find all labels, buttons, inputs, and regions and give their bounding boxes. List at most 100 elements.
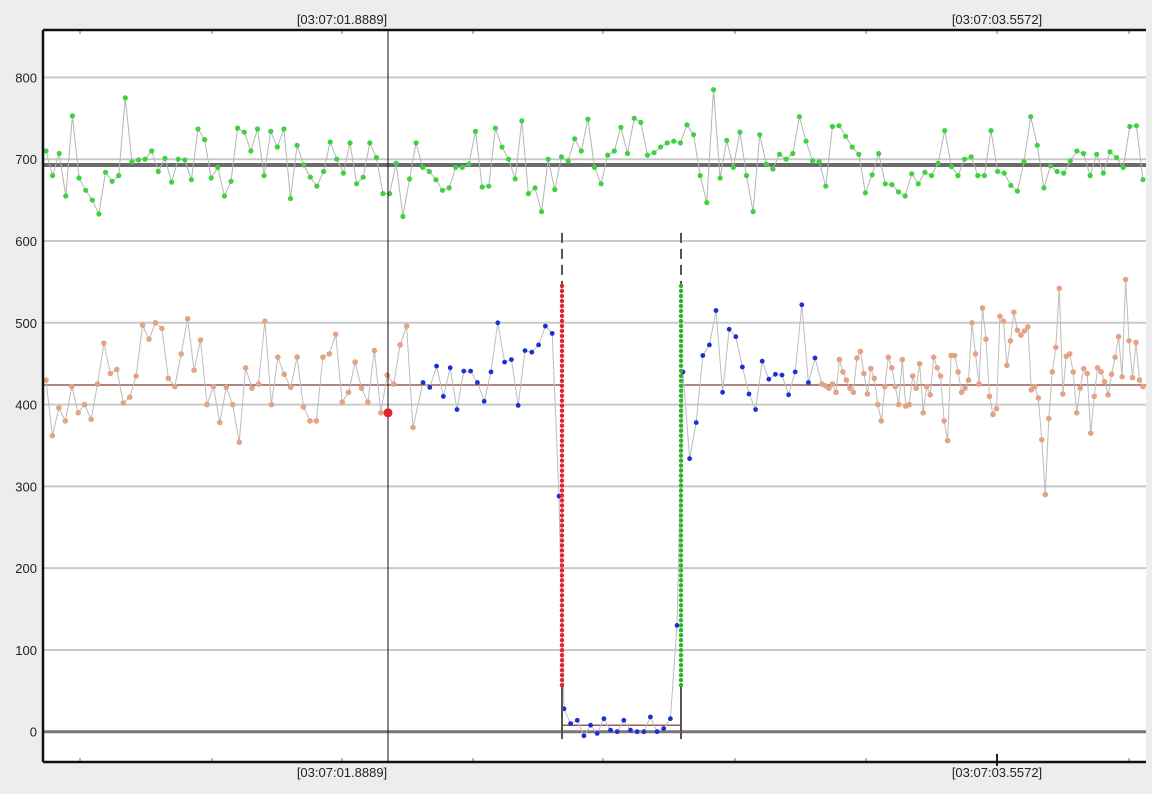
fall-edge-dot — [678, 428, 684, 433]
fall-edge-dot — [678, 288, 684, 294]
fall-edge-dot — [678, 543, 684, 548]
fall-edge-dot — [678, 513, 684, 518]
range-timestamp-top: [03:07:03.5572] — [952, 12, 1042, 27]
fall-edge-dot — [678, 438, 684, 443]
rise-edge-dot — [559, 438, 565, 443]
lower-series-point — [951, 352, 958, 359]
upper-series-point — [50, 173, 56, 179]
lower-series-point — [1039, 437, 1045, 443]
upper-series-point — [63, 193, 69, 199]
upper-series-point — [935, 160, 941, 166]
upper-series-point — [340, 170, 346, 176]
upper-series-point — [710, 87, 717, 93]
rise-edge-dot — [559, 598, 565, 603]
lower-series-point — [1049, 369, 1056, 375]
lower-series-point — [923, 383, 930, 390]
upper-series-point — [539, 209, 545, 215]
rise-edge-dot — [559, 293, 565, 299]
upper-series-point — [942, 128, 948, 134]
rise-edge-dot — [559, 628, 565, 633]
fall-edge-dot — [678, 618, 684, 623]
upper-series-point — [928, 173, 935, 179]
highlight-series-point — [634, 729, 640, 735]
upper-series-point — [69, 113, 75, 119]
highlight-series-point — [693, 420, 699, 425]
highlight-series-point — [601, 716, 607, 722]
lower-series-point — [101, 340, 107, 347]
highlight-series-point — [733, 334, 739, 340]
fall-edge-dot — [678, 363, 684, 368]
upper-series-point — [697, 173, 703, 179]
highlight-series-point — [549, 331, 555, 336]
upper-series-point — [486, 183, 492, 189]
upper-series-point — [188, 177, 194, 183]
upper-series-point — [281, 126, 287, 132]
upper-series-point — [532, 185, 538, 191]
upper-series-point — [413, 140, 419, 146]
fall-edge-dot — [678, 518, 684, 523]
lower-series-point — [352, 359, 358, 365]
upper-series-point — [492, 125, 498, 131]
lower-series-point — [236, 439, 242, 446]
lower-series-point — [962, 385, 968, 392]
upper-series-point — [750, 209, 756, 215]
upper-series-point — [552, 186, 558, 193]
fall-edge-dot — [678, 393, 684, 398]
lower-series-point — [217, 419, 223, 426]
lower-series-point — [159, 325, 165, 332]
upper-series-point — [1080, 150, 1087, 157]
highlight-series-point — [614, 729, 620, 735]
upper-series-point — [261, 173, 267, 179]
cursor-point[interactable] — [383, 408, 393, 418]
fall-edge-dot — [678, 483, 684, 488]
upper-series-point — [506, 156, 512, 162]
upper-series-point — [783, 156, 789, 162]
lower-series-point — [107, 370, 114, 377]
fall-edge-dot — [678, 658, 684, 663]
upper-series-point — [479, 184, 485, 190]
lower-series-point — [955, 369, 961, 375]
lower-series-point — [1115, 333, 1122, 340]
plot-area[interactable] — [43, 30, 1146, 762]
upper-series-point — [175, 156, 181, 162]
lower-series-point — [1070, 369, 1076, 375]
upper-series-point — [360, 174, 366, 180]
lower-series-point — [1018, 332, 1024, 338]
upper-series-point — [572, 136, 578, 142]
highlight-series-point — [574, 717, 580, 723]
rise-edge-dot — [559, 593, 565, 598]
lower-series-point — [1004, 362, 1010, 369]
upper-series-point — [1100, 170, 1106, 176]
rise-edge-dot — [559, 528, 565, 533]
lower-series-point — [1091, 393, 1097, 400]
fall-edge-dot — [678, 493, 684, 498]
upper-series-point — [215, 164, 221, 170]
upper-series-point — [122, 95, 128, 101]
fall-edge-dot — [678, 508, 684, 513]
upper-series-point — [856, 151, 862, 157]
fall-edge-dot — [678, 672, 684, 678]
lower-series-point — [885, 354, 892, 361]
rise-edge-dot — [559, 638, 565, 643]
rise-edge-dot — [559, 318, 565, 324]
upper-series-point — [968, 154, 974, 160]
lower-series-point — [223, 384, 230, 391]
upper-series-point — [631, 115, 637, 121]
fall-edge-dot — [678, 633, 684, 638]
highlight-series-point — [427, 385, 433, 390]
lower-series-point — [229, 401, 236, 408]
rise-edge-dot — [559, 448, 565, 453]
upper-series-point — [472, 128, 479, 134]
lower-series-point — [94, 381, 101, 387]
rise-edge-dot — [559, 423, 565, 428]
fall-edge-dot — [678, 628, 684, 633]
lower-series-point — [1126, 338, 1132, 344]
rise-edge-dot — [559, 568, 565, 573]
lower-series-point — [172, 383, 178, 390]
lower-series-point — [1133, 339, 1139, 346]
highlight-series-point — [608, 727, 613, 733]
fall-edge-dot — [678, 638, 684, 643]
upper-series-point — [525, 191, 532, 197]
rise-edge-dot — [559, 358, 565, 363]
upper-series-point — [763, 161, 769, 167]
